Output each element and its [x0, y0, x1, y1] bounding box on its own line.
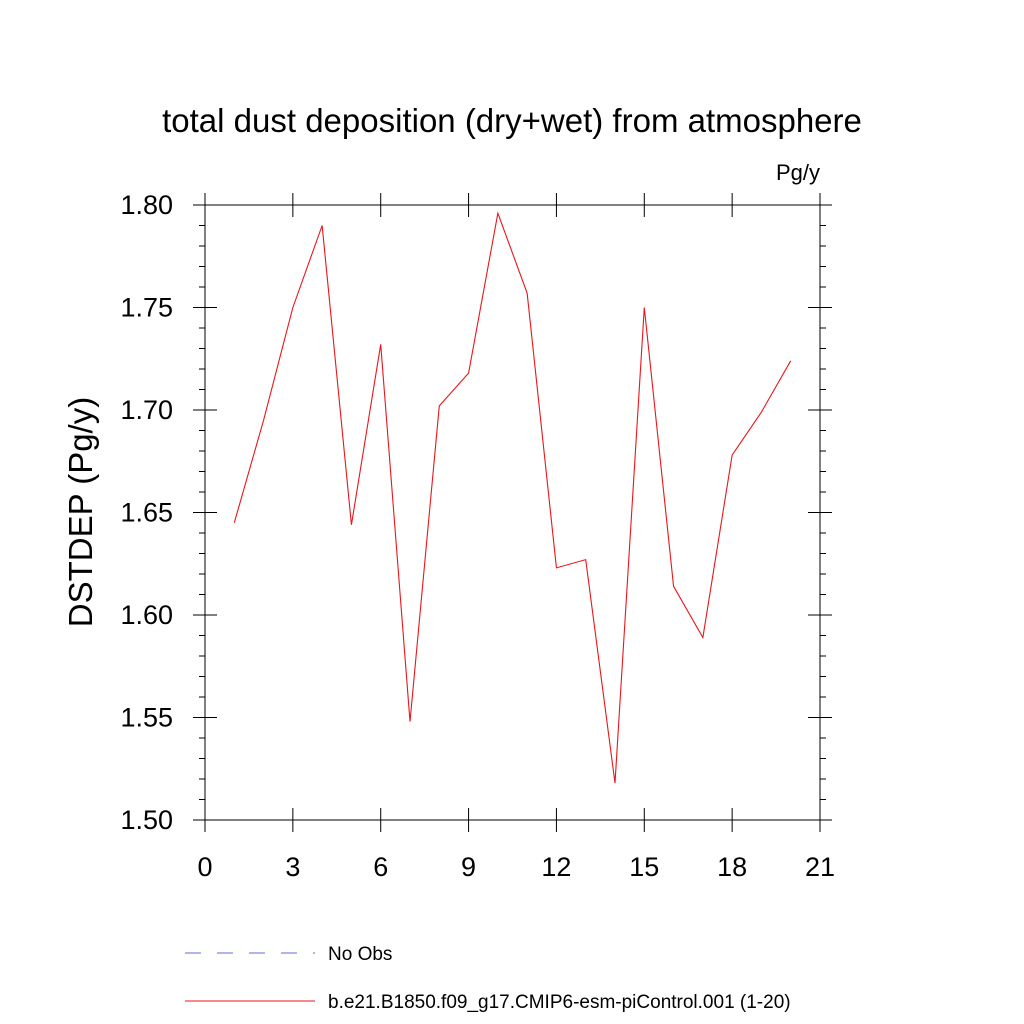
- y-tick-labels: 1.50 1.55 1.60 1.65 1.70 1.75 1.80: [120, 190, 173, 835]
- major-ticks: [193, 193, 832, 832]
- legend-label-model-run: b.e21.B1850.f09_g17.CMIP6-esm-piControl.…: [328, 992, 791, 1013]
- x-tick-label: 3: [285, 852, 300, 882]
- x-tick-label: 0: [197, 852, 212, 882]
- units-label: Pg/y: [776, 160, 820, 185]
- series-line-1: [233, 211, 792, 784]
- x-tick-label: 6: [373, 852, 388, 882]
- legend-label-no-obs: No Obs: [328, 944, 392, 965]
- y-axis-label: DSTDEP (Pg/y): [62, 397, 99, 627]
- chart-title: total dust deposition (dry+wet) from atm…: [162, 102, 862, 139]
- x-tick-label: 15: [629, 852, 659, 882]
- x-tick-label: 21: [805, 852, 835, 882]
- y-tick-label: 1.55: [120, 703, 173, 733]
- legend: No Obs b.e21.B1850.f09_g17.CMIP6-esm-piC…: [185, 944, 791, 1013]
- y-tick-label: 1.80: [120, 190, 173, 220]
- y-tick-label: 1.75: [120, 293, 173, 323]
- series-layer: [233, 211, 792, 784]
- y-tick-label: 1.70: [120, 395, 173, 425]
- minor-ticks: [199, 204, 826, 821]
- x-tick-label: 12: [541, 852, 571, 882]
- y-tick-label: 1.60: [120, 600, 173, 630]
- x-tick-label: 9: [461, 852, 476, 882]
- x-tick-label: 18: [717, 852, 747, 882]
- y-tick-label: 1.65: [120, 498, 173, 528]
- plot-frame: [204, 204, 821, 821]
- y-tick-label: 1.50: [120, 805, 173, 835]
- x-tick-labels: 0 3 6 9 12 15 18 21: [197, 852, 835, 882]
